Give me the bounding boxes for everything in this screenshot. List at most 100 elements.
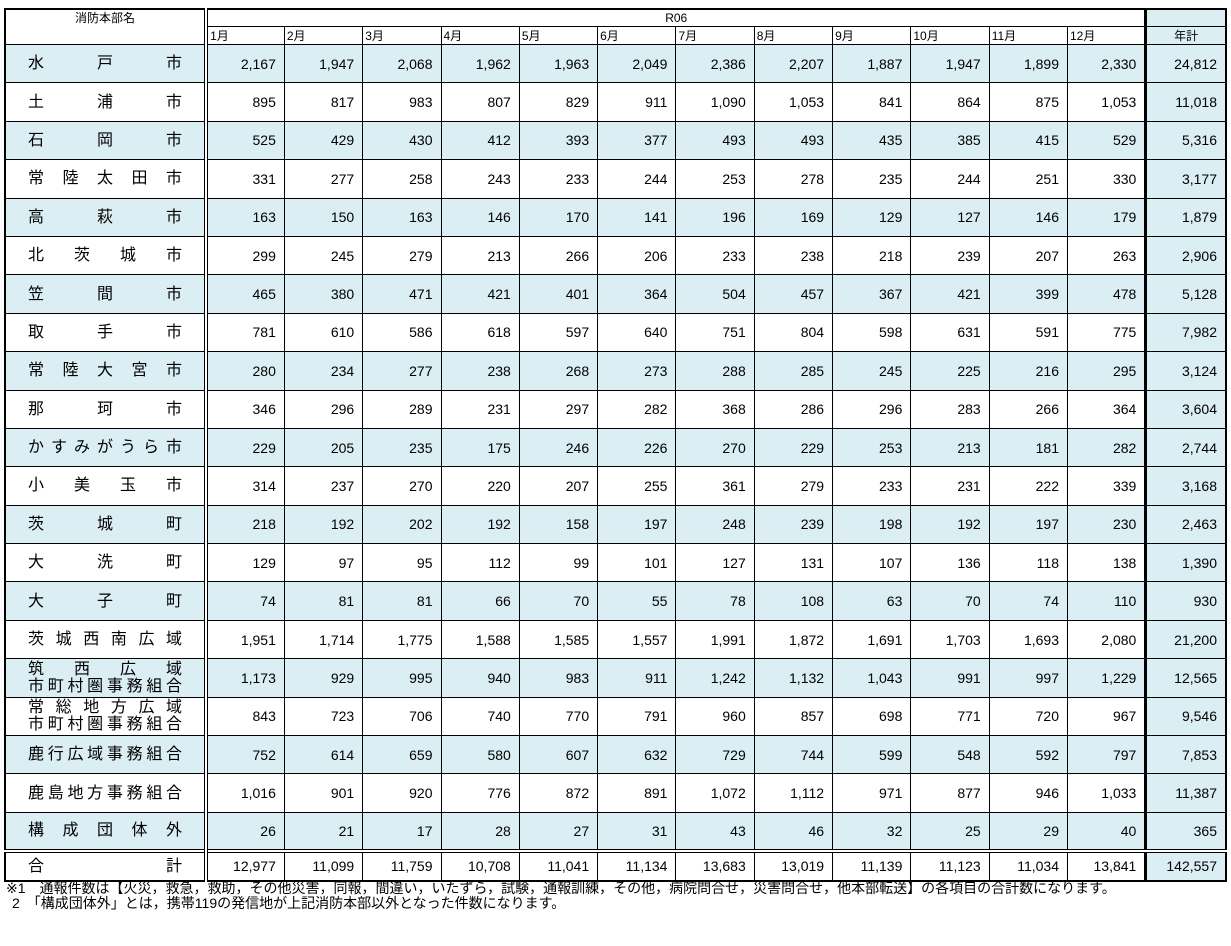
month-value: 843 (205, 696, 285, 737)
month-value: 2,207 (753, 43, 834, 84)
month-value: 1,112 (753, 773, 834, 813)
month-value: 235 (362, 427, 442, 468)
row-name: 茨城町 (4, 504, 209, 545)
month-value: 296 (283, 389, 364, 429)
month-header: 11月 (988, 26, 1069, 45)
month-value: 1,963 (518, 43, 599, 84)
month-value: 253 (832, 427, 912, 468)
month-value: 213 (910, 427, 990, 468)
month-total: 11,139 (832, 850, 912, 882)
row-name-line: 市町村圏事務組合 (28, 677, 183, 695)
month-value: 243 (440, 159, 520, 199)
report-table: 消防本部名 R06 1月 2月 3月 4月 5月 6月 7月 8月 9月 10月 11月 12月 年計 … (4, 8, 1227, 882)
month-value: 234 (283, 351, 364, 391)
month-value: 804 (753, 312, 834, 353)
data-row: 小美玉市 314 237 270 220 207 255 361 279 233 231 222 339… (4, 466, 1227, 506)
month-value: 872 (518, 773, 599, 813)
table-body: 水戸市 2,167 1,947 2,068 1,962 1,963 2,049 2,386 2,… (4, 43, 1227, 882)
note: ※1 通報件数は【火災，救急，救助，その他災害，同報，間違い，いたずら，試験，通… (6, 880, 1116, 896)
month-value: 101 (597, 543, 677, 583)
row-name: 茨城西南広域 (4, 619, 209, 660)
month-value: 346 (205, 389, 285, 429)
month-value: 246 (518, 427, 599, 468)
month-value: 429 (283, 120, 364, 161)
month-value: 1,072 (675, 773, 755, 813)
month-value: 771 (910, 696, 990, 737)
month-value: 289 (362, 389, 442, 429)
month-value: 108 (753, 581, 834, 621)
month-value: 364 (1066, 389, 1147, 429)
annual-total: 1,390 (1144, 543, 1227, 583)
month-value: 258 (362, 159, 442, 199)
month-header: 1月 (205, 26, 285, 45)
month-value: 138 (1066, 543, 1147, 583)
row-name: 水戸市 (4, 43, 209, 84)
month-value: 1,947 (283, 43, 364, 84)
month-value: 807 (440, 82, 520, 122)
month-value: 230 (1066, 504, 1147, 545)
month-value: 251 (988, 159, 1069, 199)
month-value: 99 (518, 543, 599, 583)
month-value: 218 (832, 235, 912, 276)
annual-total: 5,128 (1144, 274, 1227, 314)
header-row: 消防本部名 R06 (4, 8, 1227, 45)
annual-total: 365 (1144, 811, 1227, 852)
month-value: 632 (597, 735, 677, 775)
month-value: 1,588 (440, 619, 520, 660)
annual-total: 1,879 (1144, 197, 1227, 237)
month-value: 2,386 (675, 43, 755, 84)
month-value: 175 (440, 427, 520, 468)
month-value: 141 (597, 197, 677, 237)
month-value: 1,090 (675, 82, 755, 122)
month-value: 829 (518, 82, 599, 122)
data-row: 大子町 74 81 81 66 70 55 78 108 63 70 74 110 930 (4, 581, 1227, 621)
month-value: 218 (205, 504, 285, 545)
month-value: 206 (597, 235, 677, 276)
month-value: 26 (205, 811, 285, 852)
row-name-line: 構成団体外 (28, 822, 183, 840)
month-value: 920 (362, 773, 442, 813)
month-value: 877 (910, 773, 990, 813)
data-row: 笠間市 465 380 471 421 401 364 504 457 367 421 399 478 5… (4, 274, 1227, 314)
month-value: 268 (518, 351, 599, 391)
month-value: 706 (362, 696, 442, 737)
month-header: 6月 (597, 26, 677, 45)
month-value: 430 (362, 120, 442, 161)
month-total: 13,019 (753, 850, 834, 882)
month-value: 659 (362, 735, 442, 775)
row-name: 常陸太田市 (4, 159, 209, 199)
annual-total: 11,018 (1144, 82, 1227, 122)
month-value: 597 (518, 312, 599, 353)
month-value: 1,242 (675, 658, 755, 698)
row-name: 笠間市 (4, 274, 209, 314)
row-name: 大子町 (4, 581, 209, 621)
data-row: 大洗町 129 97 95 112 99 101 127 131 107 136 118 138 1,39… (4, 543, 1227, 583)
month-value: 1,693 (988, 619, 1069, 660)
month-header: 10月 (910, 26, 990, 45)
month-header: 2月 (283, 26, 364, 45)
month-value: 95 (362, 543, 442, 583)
month-value: 81 (283, 581, 364, 621)
month-value: 841 (832, 82, 912, 122)
month-value: 791 (597, 696, 677, 737)
month-value: 1,703 (910, 619, 990, 660)
month-total: 11,041 (518, 850, 599, 882)
month-value: 127 (910, 197, 990, 237)
month-value: 248 (675, 504, 755, 545)
month-value: 1,691 (832, 619, 912, 660)
month-header: 8月 (753, 26, 834, 45)
month-value: 599 (832, 735, 912, 775)
month-value: 229 (205, 427, 285, 468)
note: 2 「構成団体外」とは，携帯119の発信地が上記消防本部以外となった件数になりま… (12, 895, 566, 911)
month-value: 231 (440, 389, 520, 429)
month-value: 997 (988, 658, 1069, 698)
month-value: 640 (597, 312, 677, 353)
month-value: 244 (597, 159, 677, 199)
month-value: 421 (910, 274, 990, 314)
data-row: 常陸太田市 331 277 258 243 233 244 253 278 235 244 251 33… (4, 159, 1227, 199)
annual-total: 7,853 (1144, 735, 1227, 775)
month-value: 991 (910, 658, 990, 698)
month-value: 967 (1066, 696, 1147, 737)
row-name-line: 市町村圏事務組合 (28, 716, 183, 734)
month-total: 12,977 (205, 850, 285, 882)
